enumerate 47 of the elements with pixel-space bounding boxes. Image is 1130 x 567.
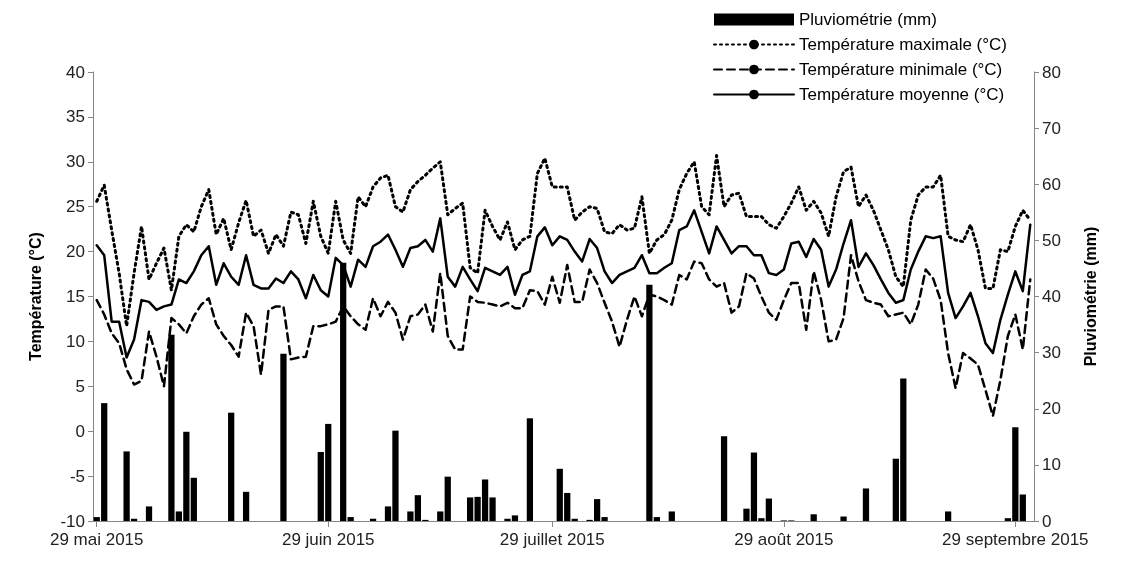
y-axis-title: Température (°C) (26, 232, 44, 361)
x-tick-label: 29 août 2015 (734, 530, 834, 549)
bar (145, 506, 153, 521)
x-tick-label: 29 juin 2015 (281, 530, 375, 549)
bar (526, 418, 534, 521)
x-tick-label: 29 mai 2015 (49, 530, 144, 549)
y2-tick-label: 50 (1042, 230, 1061, 250)
bar (944, 511, 952, 521)
y2-tick-label: 60 (1042, 174, 1061, 194)
bar (840, 516, 847, 521)
bar (347, 517, 354, 521)
legend-label: Température maximale (°C) (798, 35, 1008, 54)
y2-tick-label: 0 (1042, 511, 1052, 531)
legend-label: Température minimale (°C) (798, 60, 1003, 79)
bar (810, 514, 817, 521)
y2-tick-label: 20 (1042, 399, 1061, 419)
y-tick-label: 0 (75, 421, 85, 441)
bar (242, 491, 250, 521)
bar (668, 511, 675, 521)
y-tick-label: 20 (66, 242, 85, 262)
bar (862, 488, 870, 521)
bar (720, 436, 728, 521)
bar (1019, 494, 1026, 521)
bar (444, 476, 451, 521)
y-tick-label: 40 (66, 62, 85, 82)
bar (190, 477, 197, 521)
y-tick-label: -10 (60, 511, 85, 531)
x-tick-label: 29 septembre 2015 (942, 530, 1089, 549)
legend-label: Pluviométrie (mm) (798, 10, 937, 29)
bar (280, 353, 287, 521)
y-tick-label: 5 (75, 376, 85, 396)
y2-tick-label: 40 (1042, 287, 1061, 306)
legend-label: Température moyenne (°C) (798, 85, 1005, 104)
y2-axis-title: Pluviométrie (mm) (1081, 226, 1099, 367)
y2-tick-label: 80 (1042, 62, 1061, 82)
y2-tick-label: 70 (1042, 118, 1061, 138)
bar (228, 412, 235, 521)
y2-tick-label: 10 (1042, 455, 1061, 475)
y-tick-label: 30 (66, 152, 85, 172)
y-tick-label: 15 (66, 287, 85, 306)
bar (437, 511, 444, 521)
y-tick-label: -5 (69, 466, 85, 486)
y-tick-label: 10 (66, 331, 85, 351)
y-tick-label: 35 (66, 107, 85, 127)
y2-tick-label: 30 (1042, 343, 1061, 363)
y-tick-label: 25 (66, 197, 85, 217)
x-tick-label: 29 juillet 2015 (499, 530, 605, 549)
